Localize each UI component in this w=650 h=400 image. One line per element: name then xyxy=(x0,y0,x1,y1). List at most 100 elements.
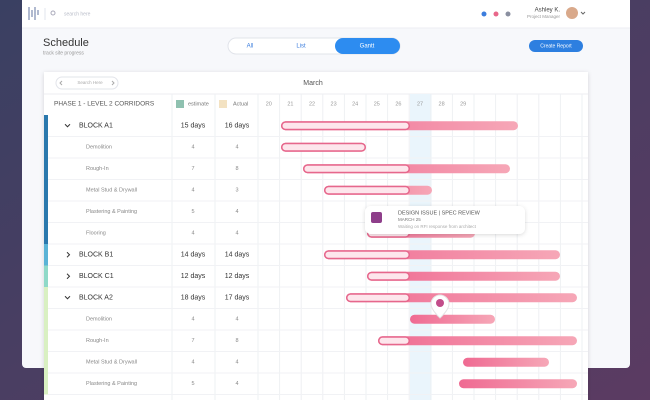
notification-icon[interactable] xyxy=(481,11,487,17)
day-label: 27 xyxy=(417,101,423,107)
estimate: 15 days xyxy=(181,123,206,130)
gantt-bar-elapsed xyxy=(346,293,410,303)
estimate: 7 xyxy=(191,338,194,344)
gantt-bar-elapsed xyxy=(281,142,366,152)
legend-actual: Actual xyxy=(233,101,248,107)
gantt-bar[interactable] xyxy=(367,271,560,281)
estimate: 7 xyxy=(191,166,194,172)
estimate: 4 xyxy=(191,360,194,366)
task-name: Flooring xyxy=(86,231,106,237)
task-name: Rough-In xyxy=(86,166,109,172)
gantt-bar-elapsed xyxy=(324,250,410,260)
today-column xyxy=(410,94,432,400)
group-name[interactable]: BLOCK A1 xyxy=(79,123,113,130)
task-name: Plastering & Painting xyxy=(86,209,137,215)
task-name: Demolition xyxy=(86,317,112,323)
month-label: March xyxy=(303,80,323,87)
chevron[interactable] xyxy=(64,123,71,128)
active-tab-bg xyxy=(335,38,400,54)
actual: 12 days xyxy=(225,273,250,280)
group-name[interactable]: BLOCK A2 xyxy=(79,295,113,302)
row-stripe xyxy=(44,351,48,373)
popup-date: MARCH 25 xyxy=(398,217,421,222)
chevron[interactable] xyxy=(66,273,71,280)
gantt-bar-elapsed xyxy=(378,336,410,346)
date-arrows[interactable] xyxy=(59,80,115,86)
actual: 8 xyxy=(235,166,238,172)
actual: 8 xyxy=(235,338,238,344)
chevron[interactable] xyxy=(64,295,71,300)
task-name: Demolition xyxy=(86,145,112,151)
actual: 4 xyxy=(235,317,238,323)
popup-title: DESIGN ISSUE | SPEC REVIEW xyxy=(398,210,481,216)
day-label: 28 xyxy=(439,101,445,107)
gantt-bar[interactable] xyxy=(410,314,495,324)
actual: 4 xyxy=(235,360,238,366)
day-label: 29 xyxy=(460,101,466,107)
gantt-bar[interactable] xyxy=(378,336,577,346)
row-stripe xyxy=(44,308,48,330)
task-name: Metal Stud & Drywall xyxy=(86,188,137,194)
estimate: 18 days xyxy=(181,295,206,302)
estimate: 12 days xyxy=(181,273,206,280)
actual: 14 days xyxy=(225,252,250,259)
gantt-bar[interactable] xyxy=(459,379,577,389)
row-stripe xyxy=(44,373,48,395)
day-label: 26 xyxy=(395,101,401,107)
issue-pin[interactable] xyxy=(430,294,450,319)
user-menu-caret[interactable] xyxy=(580,11,586,15)
issue-popup[interactable]: DESIGN ISSUE | SPEC REVIEW MARCH 25 Wait… xyxy=(365,206,525,234)
estimate: 5 xyxy=(191,381,194,387)
day-label: 20 xyxy=(266,101,272,107)
create-report-button[interactable] xyxy=(529,40,583,52)
task-name: Rough-In xyxy=(86,338,109,344)
row-stripe xyxy=(44,265,48,287)
chevron[interactable] xyxy=(66,251,71,258)
avatar[interactable] xyxy=(566,7,578,19)
popup-box[interactable] xyxy=(365,206,525,234)
legend-estimate: estimate xyxy=(188,101,209,107)
row-stripe xyxy=(44,136,48,158)
actual: 4 xyxy=(235,145,238,151)
date-search-text[interactable]: Search Here xyxy=(77,80,103,85)
phase-label: PHASE 1 - LEVEL 2 CORRIDORS xyxy=(54,101,155,108)
search-icon[interactable] xyxy=(50,10,56,16)
actual: 17 days xyxy=(225,295,250,302)
message-icon[interactable] xyxy=(493,11,499,17)
row-stripe xyxy=(44,158,48,180)
actual: 4 xyxy=(235,231,238,237)
estimate: 4 xyxy=(191,188,194,194)
task-name: Plastering & Painting xyxy=(86,381,137,387)
row-stripe xyxy=(44,201,48,223)
legend-estimate-swatch xyxy=(176,100,184,108)
day-label: 23 xyxy=(331,101,337,107)
popup-note: Waiting on RFI response from architect xyxy=(398,224,477,229)
page-title: Schedule xyxy=(43,37,89,49)
gantt-bar[interactable] xyxy=(463,357,549,367)
actual: 16 days xyxy=(225,123,250,130)
settings-icon[interactable] xyxy=(505,11,511,17)
group-name[interactable]: BLOCK C1 xyxy=(79,273,114,280)
day-label: 25 xyxy=(374,101,380,107)
search-input[interactable]: search here xyxy=(64,11,91,17)
row-stripe xyxy=(44,330,48,352)
legend-actual-swatch xyxy=(219,100,227,108)
tab-list[interactable]: List xyxy=(296,44,306,50)
popup-icon xyxy=(371,212,382,223)
gantt-card xyxy=(44,72,588,400)
estimate: 4 xyxy=(191,317,194,323)
tab-all[interactable]: All xyxy=(247,44,254,50)
actual: 4 xyxy=(235,209,238,215)
date-search[interactable] xyxy=(55,76,119,90)
topbar xyxy=(22,0,630,28)
row-stripe xyxy=(44,115,48,137)
day-label: 21 xyxy=(287,101,293,107)
row-stripe xyxy=(44,222,48,244)
row-stripe xyxy=(44,244,48,266)
create-report-label[interactable]: Create Report xyxy=(540,43,572,49)
tab-gantt[interactable]: Gantt xyxy=(360,44,375,50)
pin-icon xyxy=(436,299,444,307)
group-name[interactable]: BLOCK B1 xyxy=(79,252,113,259)
estimate: 4 xyxy=(191,231,194,237)
